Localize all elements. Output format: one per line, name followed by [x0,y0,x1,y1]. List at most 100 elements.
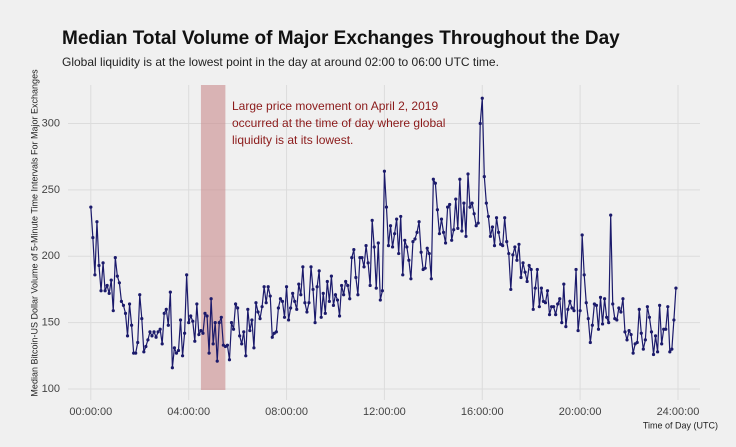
data-point [513,245,517,249]
data-line [90,98,677,368]
data-point [399,214,403,219]
data-point [107,291,111,296]
data-point [623,330,627,334]
data-point [91,236,95,240]
data-point [519,275,523,280]
data-point [580,233,584,237]
data-point [193,339,197,343]
data-point [238,334,242,338]
data-point [464,234,468,238]
data-point [647,315,652,319]
data-point [460,229,464,233]
data-point [625,338,629,342]
data-point [490,225,495,229]
data-point [123,311,128,315]
data-point [635,340,639,345]
data-point [382,169,387,173]
data-point [533,286,537,290]
annotation: Large price movement on April 2, 2019 [232,99,438,113]
data-point [362,265,366,269]
data-point [354,275,358,280]
data-point [248,328,252,333]
data-point [427,251,431,256]
data-point [134,351,138,355]
data-point [409,277,413,281]
data-point [176,348,181,353]
data-point [242,330,246,334]
data-point [301,265,305,269]
data-point [162,311,166,315]
data-point [278,297,283,301]
data-point [511,253,515,257]
data-point [346,283,350,288]
data-point [629,332,633,337]
data-point [395,217,399,221]
data-point [295,307,299,311]
x-tick-label: 04:00:00 [167,406,210,418]
data-point [368,283,372,288]
data-point [466,172,470,176]
data-point [348,297,352,301]
data-point [602,297,607,301]
data-point [246,307,250,311]
data-point [562,282,566,286]
data-point [547,313,552,317]
data-point [621,297,625,301]
data-point [588,340,592,345]
data-point [121,303,126,307]
data-point [494,216,499,220]
data-point [503,216,507,220]
data-point [319,315,323,319]
data-point [109,278,113,282]
data-point [535,267,539,272]
data-point [674,286,678,290]
data-point [260,305,264,309]
data-point [670,347,674,351]
data-point [505,240,509,244]
data-point [315,285,319,289]
data-point [152,330,156,334]
annotation: liquidity is at its lowest. [232,133,353,147]
data-point [545,289,550,293]
data-point [233,302,238,306]
chart-title: Median Total Volume of Major Exchanges T… [62,28,620,49]
data-point [187,321,191,325]
data-point [227,358,232,362]
data-point [411,240,415,244]
data-point [496,230,501,234]
data-point [472,212,476,216]
data-point [543,301,548,305]
data-point [598,295,603,299]
data-point [452,228,456,232]
data-point [95,220,99,224]
y-tick-label: 200 [42,250,60,262]
data-point [144,344,148,349]
data-point [574,267,578,272]
data-point [262,285,266,289]
data-point [600,322,605,326]
data-point [307,301,311,305]
data-point [586,317,590,321]
data-point [482,174,486,179]
data-point [478,121,482,126]
data-point [276,306,280,310]
data-point [405,245,409,249]
data-point [344,279,348,284]
data-point [215,359,219,363]
data-point [207,351,211,355]
data-point [641,347,645,351]
data-point [205,314,209,318]
data-point [521,261,525,265]
data-point [342,293,346,297]
data-point [664,327,668,331]
data-point [166,323,170,327]
data-point [356,293,360,297]
x-tick-label: 12:00:00 [363,406,406,418]
data-point [615,318,619,322]
annotation: occurred at the time of day where global [232,116,445,130]
data-point [666,305,670,309]
data-point [284,285,289,289]
data-point [274,330,278,334]
data-point [441,230,446,234]
data-point [501,244,505,248]
